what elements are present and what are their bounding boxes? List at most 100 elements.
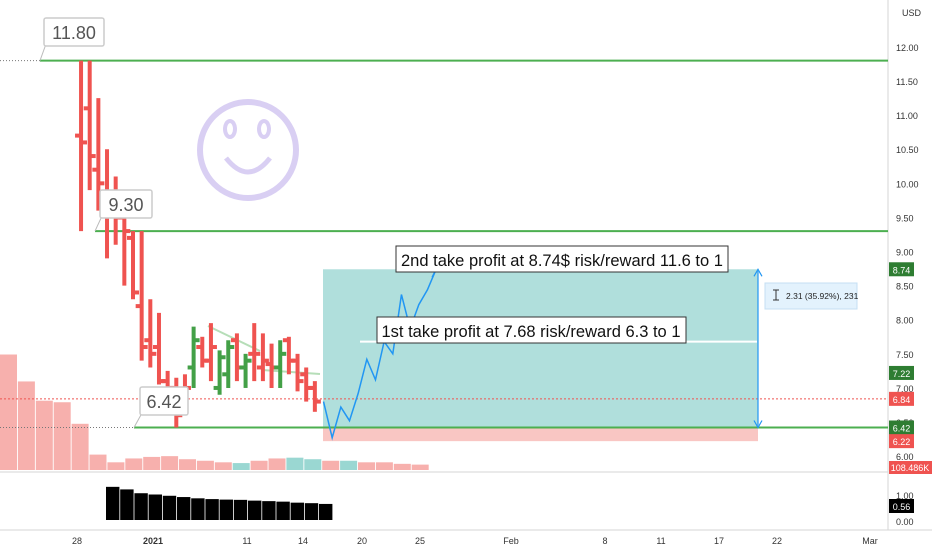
volume-bar — [358, 462, 375, 470]
price-tick-label: 11.00 — [896, 111, 918, 121]
volume-badge-label: 108.486K — [891, 463, 930, 473]
price-tick-label: 12.00 — [896, 43, 919, 53]
price-tick-label: 7.00 — [896, 384, 914, 394]
indicator-bar — [290, 502, 304, 520]
volume-bar — [214, 462, 232, 470]
indicator-bar — [191, 498, 205, 520]
time-tick-label: 22 — [772, 536, 782, 546]
volume-bar — [232, 463, 250, 470]
price-tick-label: 10.00 — [896, 179, 919, 189]
volume-bar — [393, 463, 411, 470]
measure-label: 2.31 (35.92%), 231 — [786, 291, 859, 301]
volume-bar — [340, 460, 358, 470]
volume-bars — [0, 354, 429, 470]
volume-bar — [35, 400, 53, 470]
indicator-bar — [177, 497, 191, 520]
price-axis: 6.006.507.007.508.008.509.009.5010.0010.… — [896, 8, 922, 462]
price-tick-label: 10.50 — [896, 145, 919, 155]
time-tick-label: 28 — [72, 536, 82, 546]
indicator-bar — [219, 499, 233, 520]
volume-bar — [143, 456, 161, 470]
price-callouts: 11.80 9.30 6.42 — [39, 17, 189, 428]
callout-box — [139, 386, 189, 416]
price-tick-label: 8.50 — [896, 282, 914, 292]
price-tick-label: 7.50 — [896, 350, 914, 360]
volume-bar — [89, 454, 107, 470]
volume-bar — [286, 457, 304, 470]
volume-bar — [196, 460, 214, 470]
volume-bar — [125, 458, 143, 470]
price-tick-label: 9.50 — [896, 213, 914, 223]
stop-zone — [323, 427, 758, 442]
price-tick-label: 8.00 — [896, 316, 914, 326]
indicator-bar — [276, 501, 290, 520]
tp1-label: 1st take profit at 7.68 risk/reward 6.3 … — [382, 322, 681, 341]
tp2-label: 2nd take profit at 8.74$ risk/reward 11.… — [401, 251, 723, 270]
time-tick-label: 11 — [656, 536, 665, 546]
price-badge — [889, 434, 914, 449]
price-axis-badges: 8.74 7.22 6.84 6.42 6.22 108.486K 0.56 — [889, 262, 932, 513]
time-tick-label: 17 — [714, 536, 724, 546]
volume-bar — [411, 464, 429, 470]
indicator-bar — [319, 503, 333, 520]
callout-price-label: 11.80 — [52, 23, 96, 43]
measure-label-box — [764, 282, 858, 310]
time-tick-label: 8 — [602, 536, 607, 546]
time-tick-label: 11 — [242, 536, 251, 546]
tp2-label-box — [395, 245, 729, 273]
volume-bar — [71, 423, 89, 470]
tp1-label-box — [376, 316, 687, 344]
callout-pointer — [39, 43, 47, 61]
price-tick-label: 9.00 — [896, 248, 914, 258]
measure-tool: 2.31 (35.92%), 231 — [753, 268, 859, 429]
indicator-tick-label: 1.00 — [896, 491, 914, 501]
measure-arrow-bottom — [753, 420, 763, 429]
volume-bar — [322, 460, 340, 470]
volume-bar — [53, 402, 71, 470]
indicator-bar — [134, 493, 148, 520]
volume-badge — [889, 461, 932, 474]
indicator-bar — [262, 501, 276, 520]
smiley-right-eye — [257, 119, 271, 139]
volume-bar — [250, 460, 268, 470]
target-zone — [323, 269, 758, 428]
volume-bar — [375, 462, 393, 470]
indicator-bar — [205, 499, 219, 520]
price-tick-label: 11.50 — [896, 77, 918, 87]
indicator-axis: 0.00 1.00 — [896, 491, 914, 527]
indicator-bar — [248, 500, 262, 520]
volume-bar — [304, 459, 322, 470]
indicator-bar — [162, 495, 177, 520]
price-badge-label: 7.22 — [893, 369, 911, 379]
indicator-bar — [148, 494, 162, 520]
annotations: 2nd take profit at 8.74$ risk/reward 11.… — [376, 245, 729, 344]
price-badge-label: 6.22 — [893, 437, 911, 447]
callout-price-label: 9.30 — [108, 195, 143, 215]
long-position-tool — [323, 269, 758, 442]
indicator-bars — [106, 486, 333, 520]
price-badge — [889, 365, 914, 380]
volume-bar — [268, 458, 286, 470]
indicator-bar — [304, 503, 319, 520]
indicator-bar — [120, 489, 134, 520]
time-tick-label: Mar — [862, 536, 878, 546]
currency-label: USD — [902, 8, 922, 18]
indicator-bar — [106, 486, 120, 520]
price-badge-label: 6.42 — [893, 424, 911, 434]
smiley-left-eye — [223, 119, 237, 139]
measure-arrow-top — [753, 268, 763, 277]
callout-box — [43, 17, 105, 47]
volume-bar — [17, 381, 35, 470]
indicator-bar — [233, 499, 248, 520]
indicator-tick-label: 0.00 — [896, 517, 914, 527]
volume-bar — [107, 462, 125, 470]
measure-icon — [773, 289, 779, 301]
price-tick-label: 6.00 — [896, 452, 914, 462]
indicator-badge-label: 0.56 — [893, 502, 911, 512]
smiley-mouth — [224, 156, 272, 175]
time-tick-label: Feb — [503, 536, 519, 546]
projection-path — [322, 268, 437, 441]
callout-price-label: 6.42 — [146, 392, 181, 412]
